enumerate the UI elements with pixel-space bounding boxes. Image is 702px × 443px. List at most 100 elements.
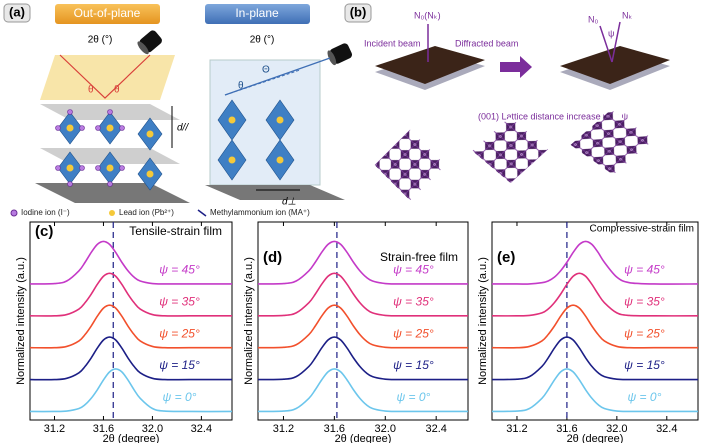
substrate — [35, 183, 190, 203]
lead-ions — [228, 116, 284, 164]
plot-frame — [29, 221, 233, 421]
curve — [491, 304, 698, 349]
series-label: ψ = 25° — [393, 326, 434, 340]
lead-ions — [66, 124, 154, 178]
x-tick-label: 31.2 — [273, 423, 294, 435]
curve — [491, 240, 699, 285]
panel-badge — [344, 3, 372, 23]
arrow — [500, 56, 532, 78]
curve — [29, 368, 233, 413]
plot-frame — [491, 221, 699, 421]
charts: 31.2 31.6 32.0 32.4 2θ (degree) Normalized in… — [15, 221, 699, 443]
series-label: ψ = 35° — [624, 294, 665, 308]
curve — [257, 336, 468, 381]
panel-b: (b) N₀(Nₖ) Incident beam Diffracted beam… — [344, 3, 670, 201]
x-tick-label: 32.4 — [425, 423, 446, 435]
panel-a: (a) Out-of-plane In-plane 2θ (°) 2θ (°) … — [3, 3, 353, 217]
panel-label: (e) — [497, 249, 515, 266]
series-label: ψ = 45° — [624, 263, 665, 277]
mode-badge — [205, 4, 310, 24]
legend-label: Iodine ion (I⁻) — [21, 208, 70, 217]
panel-label: (c) — [35, 223, 53, 240]
theta-label: θ — [88, 85, 94, 96]
diffraction-plane — [40, 55, 175, 100]
curve — [257, 240, 468, 285]
lattice — [374, 129, 446, 201]
x-axis-label: 2θ (degree) — [567, 433, 624, 443]
x-axis-label: 2θ (degree) — [103, 433, 160, 443]
detector — [137, 30, 162, 55]
panel-badge — [3, 3, 31, 23]
curve — [257, 272, 468, 317]
legend-icon — [197, 209, 207, 217]
x-tick-label: 32.0 — [375, 423, 396, 435]
panel-label: (a) — [9, 4, 25, 19]
curve — [491, 368, 698, 413]
panel-label: (d) — [263, 249, 282, 266]
x-tick-label: 31.2 — [44, 423, 65, 435]
y-axis-label: Normalized intensity (a.u.) — [15, 257, 27, 385]
y-axis-label: Normalized intensity (a.u.) — [477, 257, 489, 385]
lattice — [570, 109, 654, 175]
series-label: ψ = 15° — [393, 358, 434, 372]
curve — [29, 336, 232, 381]
series-label: ψ = 15° — [624, 358, 665, 372]
legend-icon — [109, 210, 115, 216]
theta-label: θ — [238, 81, 244, 92]
normal-label: N₀(Nₖ) — [414, 10, 441, 20]
x-tick-label: 31.6 — [556, 423, 577, 435]
angle-label: 2θ (°) — [250, 35, 275, 46]
mode-badge — [55, 4, 160, 24]
chart: 31.2 31.6 32.0 32.4 2θ (degree) Normalized in… — [243, 221, 469, 443]
curve — [29, 272, 232, 317]
beam — [224, 57, 331, 96]
series-label: ψ = 35° — [159, 294, 200, 308]
x-tick-label: 32.0 — [142, 423, 163, 435]
iodine-ions — [55, 109, 125, 187]
mode-label: In-plane — [235, 6, 279, 20]
chart-title: Strain-free film — [380, 250, 458, 264]
x-tick-label: 32.4 — [656, 423, 677, 435]
curve — [29, 304, 232, 349]
series-label: ψ = 35° — [393, 294, 434, 308]
substrate — [205, 185, 345, 200]
x-tick-label: 31.2 — [506, 423, 527, 435]
theta-label: θ — [114, 85, 120, 96]
theta-label: Θ — [262, 65, 270, 76]
beam-label: Diffracted beam — [455, 38, 518, 48]
series-label: ψ = 0° — [396, 390, 430, 404]
chart: 31.2 31.6 32.0 32.4 2θ (degree) Normalized in… — [477, 221, 699, 443]
series-label: ψ = 15° — [159, 358, 200, 372]
chart-title: Tensile-strain film — [129, 224, 222, 238]
spacing-label: d⊥ — [282, 197, 297, 208]
curve — [257, 304, 468, 349]
beam-label: Incident beam — [364, 38, 421, 48]
legend-icon — [10, 209, 18, 217]
x-axis-label: 2θ (degree) — [335, 433, 392, 443]
x-tick-label: 31.6 — [93, 423, 114, 435]
angle-label: ψ — [608, 28, 614, 38]
spacing-label: d// — [177, 123, 189, 134]
x-tick-label: 32.4 — [191, 423, 212, 435]
curve — [257, 368, 468, 413]
film — [375, 46, 485, 84]
legend-label: Methylammonium ion (MA⁺) — [210, 208, 310, 217]
angle-label: 2θ (°) — [88, 35, 113, 46]
normal-label: N₀ — [588, 14, 598, 24]
chart: 31.2 31.6 32.0 32.4 2θ (degree) Normalized in… — [15, 221, 233, 443]
y-axis-label: Normalized intensity (a.u.) — [243, 257, 255, 385]
series-label: ψ = 0° — [163, 390, 197, 404]
x-tick-label: 32.0 — [606, 423, 627, 435]
curve — [29, 240, 232, 285]
normal-arrow — [599, 25, 613, 63]
detector — [327, 43, 353, 66]
series-label: ψ = 25° — [159, 326, 200, 340]
series-label: ψ = 25° — [624, 326, 665, 340]
beam — [224, 69, 301, 96]
series-label: ψ = 45° — [159, 263, 200, 277]
curve — [491, 272, 699, 317]
normal-label: Nₖ — [622, 10, 632, 20]
chart-title: Compressive-strain film — [590, 224, 694, 235]
panel-label: (b) — [350, 4, 367, 19]
